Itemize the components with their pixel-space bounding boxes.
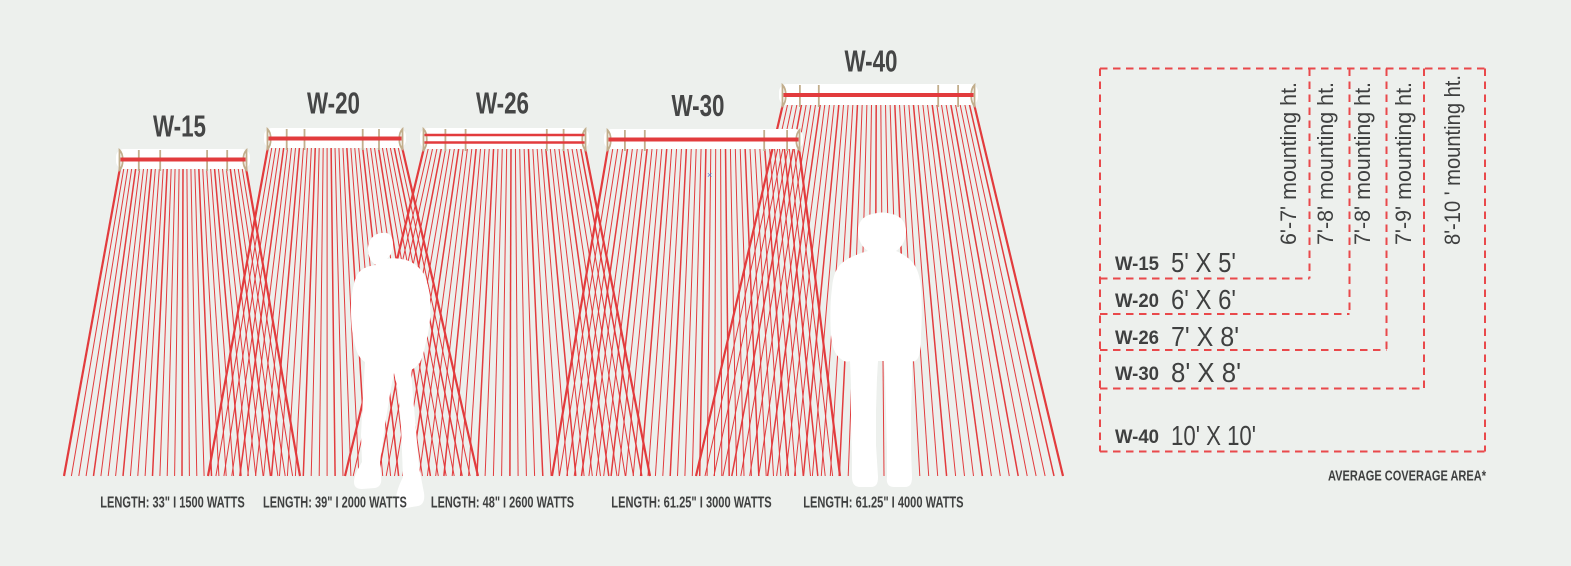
svg-text:7'-8' mounting ht.: 7'-8' mounting ht. xyxy=(1350,82,1375,245)
svg-text:5' X 5': 5' X 5' xyxy=(1171,247,1236,278)
svg-text:8' X 8': 8' X 8' xyxy=(1171,357,1241,388)
svg-text:LENGTH: 61.25" I 3000 WATTS: LENGTH: 61.25" I 3000 WATTS xyxy=(611,495,772,512)
svg-text:LENGTH: 33" I 1500 WATTS: LENGTH: 33" I 1500 WATTS xyxy=(100,495,245,512)
svg-text:6' X 6': 6' X 6' xyxy=(1171,284,1236,315)
svg-text:W-26: W-26 xyxy=(476,87,529,121)
svg-text:W-30: W-30 xyxy=(1115,364,1159,385)
svg-text:7'-8' mounting ht.: 7'-8' mounting ht. xyxy=(1313,82,1338,245)
svg-text:LENGTH: 39" I 2000 WATTS: LENGTH: 39" I 2000 WATTS xyxy=(263,495,407,512)
svg-text:8'-10 ' mounting ht.: 8'-10 ' mounting ht. xyxy=(1440,75,1465,245)
svg-text:7'-9' mounting ht.: 7'-9' mounting ht. xyxy=(1391,82,1416,245)
svg-text:W-20: W-20 xyxy=(307,87,360,121)
svg-text:W-15: W-15 xyxy=(153,110,206,144)
svg-text:W-20: W-20 xyxy=(1115,291,1159,312)
svg-text:W-26: W-26 xyxy=(1115,328,1159,349)
svg-text:W-40: W-40 xyxy=(845,45,898,79)
svg-text:LENGTH: 61.25" I 4000 WATTS: LENGTH: 61.25" I 4000 WATTS xyxy=(803,495,964,512)
svg-text:W-30: W-30 xyxy=(672,89,725,123)
svg-text:W-15: W-15 xyxy=(1115,254,1159,275)
svg-text:10' X 10': 10' X 10' xyxy=(1171,420,1256,451)
svg-text:AVERAGE COVERAGE AREA*: AVERAGE COVERAGE AREA* xyxy=(1328,469,1486,485)
svg-text:7' X 8': 7' X 8' xyxy=(1171,321,1239,352)
svg-text:W-40: W-40 xyxy=(1115,427,1159,448)
svg-text:6'-7' mounting ht.: 6'-7' mounting ht. xyxy=(1276,82,1301,245)
svg-text:LENGTH: 48" I 2600 WATTS: LENGTH: 48" I 2600 WATTS xyxy=(431,495,574,512)
svg-text:×: × xyxy=(707,170,712,180)
